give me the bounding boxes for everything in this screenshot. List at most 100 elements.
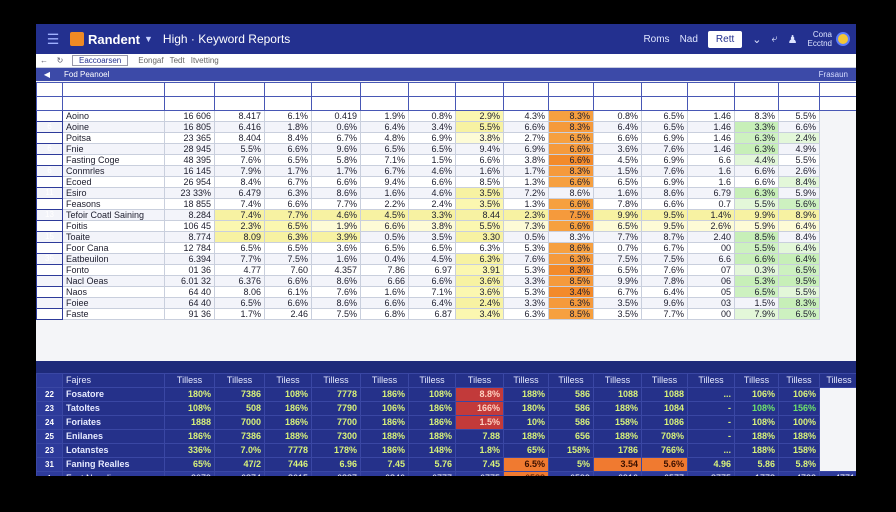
data-cell[interactable]: 106% [360, 401, 409, 416]
share-button[interactable]: Rett [707, 30, 743, 48]
data-cell[interactable]: 0.3% [734, 264, 779, 276]
data-cell[interactable]: 9.6% [641, 297, 688, 309]
data-cell[interactable]: 4722 [778, 471, 820, 476]
data-cell[interactable]: 5.6% [641, 457, 688, 472]
data-cell[interactable]: 8.3% [734, 110, 779, 122]
data-cell[interactable]: 5.5% [455, 121, 504, 133]
data-cell[interactable]: 1.3% [503, 176, 549, 188]
data-cell[interactable]: 1.6% [593, 187, 642, 199]
data-cell[interactable]: 4.5% [360, 209, 409, 221]
data-cell[interactable]: 4.3% [503, 110, 549, 122]
row-number[interactable]: 13 [36, 209, 63, 221]
data-cell[interactable]: 1.6% [455, 165, 504, 177]
column-header[interactable]: Fal [360, 82, 409, 97]
data-cell[interactable]: 4.4% [734, 154, 779, 166]
column-header[interactable]: Avtiest [819, 96, 856, 111]
column-header[interactable]: Nalre [62, 96, 165, 111]
data-cell[interactable]: 6.7% [593, 286, 642, 298]
data-cell[interactable]: 2079 [164, 471, 215, 476]
data-cell[interactable]: 188% [503, 429, 549, 444]
data-cell[interactable]: 7.6% [641, 143, 688, 155]
column-header[interactable]: Tilless [408, 373, 456, 388]
data-cell[interactable]: 188% [593, 429, 642, 444]
summary-name-cell[interactable]: Tatoltes [62, 401, 165, 416]
data-cell[interactable]: 6.97 [408, 264, 456, 276]
data-cell[interactable]: 4.5% [593, 154, 642, 166]
data-cell[interactable]: 4.96 [687, 457, 735, 472]
data-cell[interactable]: 8.6% [641, 187, 688, 199]
data-cell[interactable]: 5.3% [734, 275, 779, 287]
data-cell[interactable]: 1084 [641, 401, 688, 416]
data-cell[interactable]: 00 [687, 308, 735, 320]
data-cell[interactable]: 65% [164, 457, 215, 472]
row-number[interactable]: 35 [36, 253, 63, 265]
data-cell[interactable]: 8.3% [548, 110, 594, 122]
data-cell[interactable]: 2.3% [503, 209, 549, 221]
row-number[interactable]: 20 [36, 264, 63, 276]
data-cell[interactable]: 6.6% [641, 198, 688, 210]
data-cell[interactable]: 7.60 [264, 264, 312, 276]
data-cell[interactable]: 0.5% [360, 231, 409, 243]
column-header[interactable]: Laol [455, 82, 504, 97]
data-cell[interactable]: 6.01 32 [164, 275, 215, 287]
person-icon[interactable]: ♟ [787, 33, 798, 46]
data-cell[interactable]: 6.5% [778, 264, 820, 276]
keyword-name-cell[interactable]: Feasons [62, 198, 165, 210]
data-cell[interactable]: 6.5% [641, 121, 688, 133]
data-cell[interactable]: 4.6% [311, 209, 361, 221]
data-cell[interactable]: 8.6% [311, 275, 361, 287]
data-cell[interactable]: 186% [264, 401, 312, 416]
column-header[interactable]: Tilless [641, 373, 688, 388]
data-cell[interactable]: 8.5% [734, 231, 779, 243]
data-cell[interactable]: 7.45 [360, 457, 409, 472]
column-header[interactable]: Sood [687, 82, 735, 97]
data-cell[interactable]: 6.4% [778, 220, 820, 232]
data-cell[interactable]: 6.6% [593, 132, 642, 144]
data-cell[interactable]: 8.7% [641, 231, 688, 243]
column-header[interactable]: Tilless [503, 373, 549, 388]
data-cell[interactable]: 1.7% [503, 165, 549, 177]
data-cell[interactable]: 8.09 [214, 231, 265, 243]
row-number[interactable]: 23 [36, 401, 63, 416]
column-header[interactable]: Tilless [548, 373, 594, 388]
data-cell[interactable]: 6.376 [214, 275, 265, 287]
data-cell[interactable]: 6.3% [734, 132, 779, 144]
data-cell[interactable]: 8.8% [455, 387, 504, 402]
row-number[interactable]: 23 [36, 443, 63, 458]
data-cell[interactable]: 23 365 [164, 132, 215, 144]
data-cell[interactable]: 8.44 [455, 209, 504, 221]
data-cell[interactable]: 6.3% [548, 297, 594, 309]
column-header[interactable]: Far [778, 82, 820, 97]
column-header[interactable]: Avdlast [503, 96, 549, 111]
data-cell[interactable]: 6.5% [548, 132, 594, 144]
data-cell[interactable]: 6.3% [734, 187, 779, 199]
column-header[interactable]: Aviliest [311, 96, 361, 111]
data-cell[interactable]: 8.6% [311, 297, 361, 309]
keyword-name-cell[interactable]: Tefoir Coatl Saining [62, 209, 165, 221]
hamburger-icon[interactable]: ☰ [46, 30, 60, 47]
data-cell[interactable]: ... [687, 387, 735, 402]
data-cell[interactable]: 7778 [311, 387, 361, 402]
data-cell[interactable]: 6.5% [408, 143, 456, 155]
column-header[interactable]: Fajres [62, 373, 165, 388]
data-cell[interactable]: 5.9% [734, 220, 779, 232]
data-cell[interactable]: 4.6% [408, 165, 456, 177]
data-cell[interactable]: 5.3% [503, 242, 549, 254]
column-header[interactable]: Ter [503, 82, 549, 97]
data-cell[interactable]: 1.46 [687, 121, 735, 133]
data-cell[interactable]: 5.8% [311, 154, 361, 166]
data-cell[interactable]: 3.4% [455, 308, 504, 320]
column-header[interactable]: Aviliest [593, 96, 642, 111]
data-cell[interactable]: 188% [264, 429, 312, 444]
data-cell[interactable]: 186% [408, 415, 456, 430]
data-cell[interactable]: 3.54 [593, 457, 642, 472]
column-header[interactable]: Mame [62, 82, 165, 97]
data-cell[interactable]: 108% [734, 401, 779, 416]
row-number[interactable]: 6 [36, 132, 63, 144]
data-cell[interactable]: 5.8% [778, 457, 820, 472]
sheet-name[interactable]: Fod Peanoel [64, 70, 110, 79]
column-header[interactable]: Faleson [214, 82, 265, 97]
data-cell[interactable]: 186% [164, 429, 215, 444]
data-cell[interactable]: 3.5% [455, 198, 504, 210]
data-cell[interactable]: 03 [687, 297, 735, 309]
